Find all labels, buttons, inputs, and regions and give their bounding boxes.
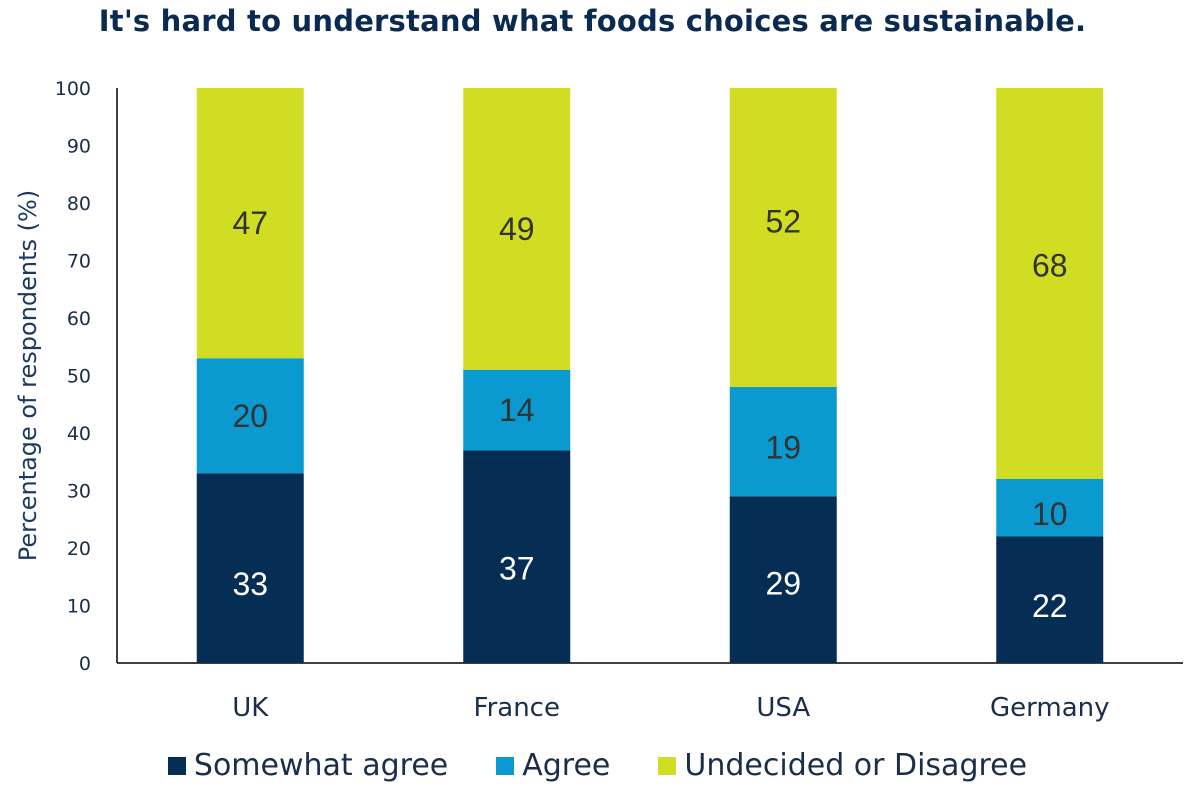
legend-swatch xyxy=(658,756,677,775)
legend-label: Somewhat agree xyxy=(193,748,449,783)
data-label: 19 xyxy=(765,430,801,466)
data-label: 10 xyxy=(1032,496,1068,532)
y-tick-label: 30 xyxy=(67,481,91,503)
y-tick-label: 80 xyxy=(67,193,91,215)
y-tick-label: 10 xyxy=(67,596,91,618)
category-label: UK xyxy=(232,693,269,723)
legend-label: Agree xyxy=(522,748,611,783)
data-label: 22 xyxy=(1032,588,1068,624)
category-label: France xyxy=(474,693,560,723)
bar-segment xyxy=(996,536,1104,663)
bar-segment xyxy=(729,88,837,387)
legend: Somewhat agree Agree Undecided or Disagree xyxy=(0,748,1195,783)
y-tick-label: 50 xyxy=(67,366,91,388)
y-tick-label: 20 xyxy=(67,538,91,560)
y-tick-label: 40 xyxy=(67,423,91,445)
y-tick-label: 0 xyxy=(79,653,91,675)
legend-item: Agree xyxy=(496,748,610,783)
data-label: 20 xyxy=(232,398,268,434)
y-tick-label: 60 xyxy=(67,308,91,330)
data-label: 68 xyxy=(1032,248,1068,284)
legend-label: Undecided or Disagree xyxy=(684,748,1028,783)
bar-segment xyxy=(463,88,571,370)
chart-title: It's hard to understand what foods choic… xyxy=(98,4,1087,38)
y-tick-label: 70 xyxy=(67,251,91,273)
bar-segment xyxy=(996,479,1104,537)
bar-segment xyxy=(196,473,304,663)
bar-segment xyxy=(996,88,1104,479)
data-label: 52 xyxy=(765,204,801,240)
y-tick-label: 90 xyxy=(67,136,91,158)
bar-segment xyxy=(463,369,571,451)
bar-segment xyxy=(196,88,304,359)
category-label: Germany xyxy=(990,693,1110,723)
bar-segment xyxy=(729,387,837,497)
y-axis-label: Percentage of respondents (%) xyxy=(14,190,42,561)
bar-segment xyxy=(463,450,571,663)
legend-item: Somewhat agree xyxy=(167,748,449,783)
category-label: USA xyxy=(756,693,810,723)
data-label: 29 xyxy=(765,566,801,602)
bar-segment xyxy=(729,496,837,663)
data-label: 49 xyxy=(499,211,535,247)
legend-swatch xyxy=(496,756,515,775)
data-label: 14 xyxy=(499,392,535,428)
bar-segment xyxy=(196,358,304,474)
y-tick-label: 100 xyxy=(55,78,91,100)
data-label: 47 xyxy=(232,205,268,241)
data-label: 37 xyxy=(499,551,535,587)
data-label: 33 xyxy=(232,566,268,602)
legend-swatch xyxy=(167,756,186,775)
legend-item: Undecided or Disagree xyxy=(658,748,1027,783)
